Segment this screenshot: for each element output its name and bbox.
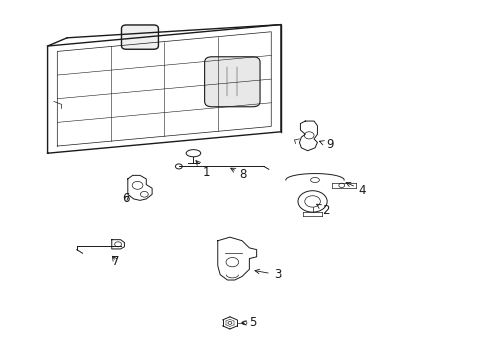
Text: 3: 3 xyxy=(254,268,281,281)
FancyBboxPatch shape xyxy=(204,57,260,107)
Text: 8: 8 xyxy=(230,168,246,181)
Text: 9: 9 xyxy=(319,139,333,152)
Text: 7: 7 xyxy=(112,255,120,268)
Text: 2: 2 xyxy=(316,204,329,217)
Text: 6: 6 xyxy=(122,192,129,205)
Text: 5: 5 xyxy=(242,316,256,329)
Text: 4: 4 xyxy=(346,183,366,197)
Text: 1: 1 xyxy=(196,161,210,179)
FancyBboxPatch shape xyxy=(121,25,158,49)
